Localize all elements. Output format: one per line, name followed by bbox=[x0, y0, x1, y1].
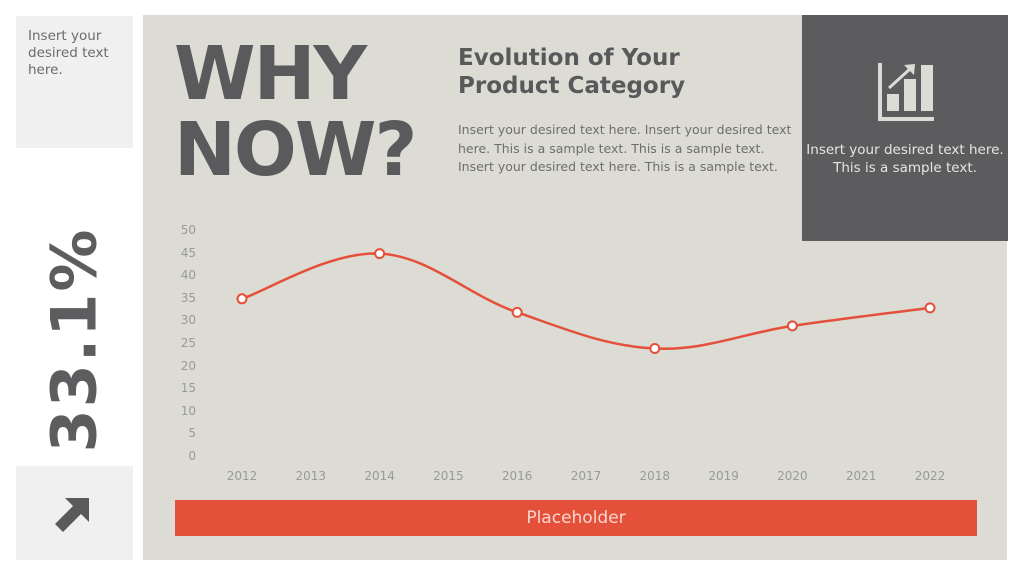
y-tick-label: 5 bbox=[188, 426, 196, 441]
y-tick-label: 50 bbox=[180, 223, 196, 237]
y-tick-label: 15 bbox=[180, 381, 196, 396]
data-point-marker bbox=[649, 343, 661, 355]
x-tick-label: 2019 bbox=[708, 469, 739, 483]
data-point-marker bbox=[786, 320, 798, 332]
data-point-marker bbox=[511, 306, 523, 318]
headline: WHY NOW? bbox=[174, 31, 417, 193]
x-tick-label: 2022 bbox=[914, 469, 946, 483]
section-description: Insert your desired text here. Insert yo… bbox=[458, 122, 792, 174]
placeholder-button[interactable]: Placeholder bbox=[175, 500, 977, 536]
y-tick-label: 35 bbox=[180, 290, 196, 305]
y-tick-label: 30 bbox=[180, 313, 196, 328]
y-tick-label: 40 bbox=[180, 268, 196, 283]
x-tick-label: 2012 bbox=[226, 469, 258, 483]
x-tick-label: 2016 bbox=[501, 469, 533, 483]
y-tick-label: 10 bbox=[180, 403, 196, 418]
headline-line-1: WHY bbox=[174, 31, 367, 117]
data-point-marker bbox=[924, 302, 936, 314]
info-box-text: Insert your desired text here. This is a… bbox=[806, 142, 1004, 176]
x-tick-label: 2020 bbox=[777, 469, 808, 483]
y-tick-label: 25 bbox=[180, 336, 196, 350]
growth-chart-icon bbox=[878, 63, 934, 121]
info-box: Insert your desired text here. This is a… bbox=[802, 15, 1008, 241]
sidebar-text-card: Insert your desired text here. bbox=[16, 16, 133, 148]
x-tick-label: 2018 bbox=[639, 469, 671, 483]
section-title: Evolution of Your Product Category bbox=[458, 45, 686, 99]
x-tick-label: 2017 bbox=[570, 469, 602, 483]
x-tick-label: 2015 bbox=[433, 469, 464, 483]
x-tick-label: 2021 bbox=[845, 469, 877, 483]
y-tick-label: 45 bbox=[180, 245, 196, 260]
data-point-marker bbox=[374, 248, 386, 260]
data-point-marker bbox=[236, 293, 248, 305]
trend-card bbox=[16, 466, 133, 560]
y-tick-label: 0 bbox=[188, 449, 196, 463]
sidebar-text: Insert your desired text here. bbox=[28, 28, 109, 78]
series-line bbox=[241, 252, 931, 350]
x-tick-label: 2014 bbox=[364, 469, 395, 483]
y-tick-label: 20 bbox=[180, 358, 196, 373]
arrow-up-right-icon bbox=[55, 498, 89, 532]
x-tick-label: 2013 bbox=[295, 469, 327, 483]
headline-line-2: NOW? bbox=[174, 107, 417, 193]
